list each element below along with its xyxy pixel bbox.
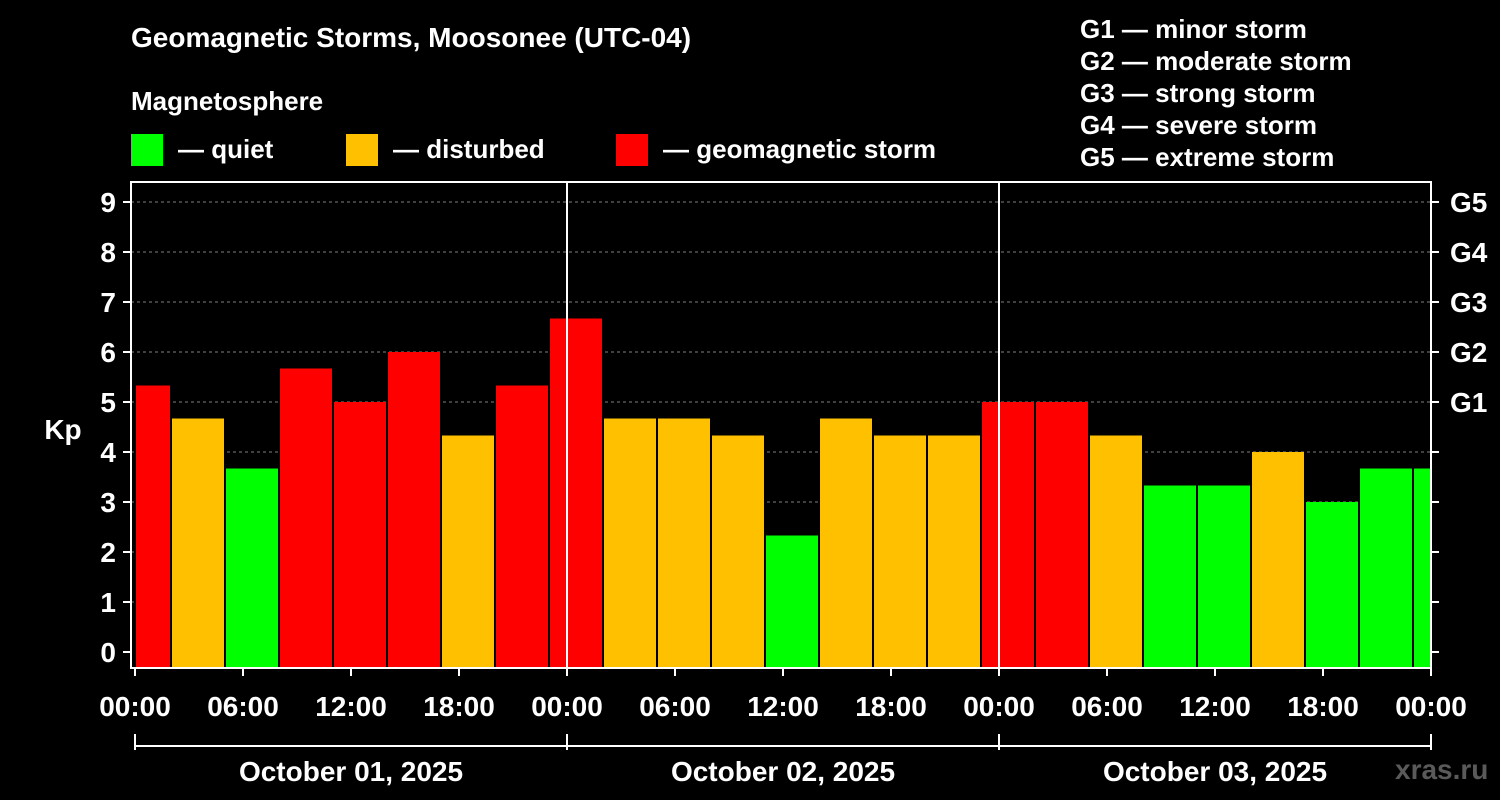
gscale-g5: G5 — extreme storm: [1080, 142, 1335, 172]
gscale-g2: G2 — moderate storm: [1080, 46, 1352, 76]
x-tick-label-10: 12:00: [1179, 691, 1251, 722]
x-tick-label-12: 00:00: [1395, 691, 1467, 722]
g-tick-label-g5: G5: [1450, 187, 1487, 218]
kp-bar-1: [172, 418, 224, 668]
kp-bar-24: [1414, 468, 1430, 668]
chart-title: Geomagnetic Storms, Moosonee (UTC-04): [131, 22, 692, 53]
kp-bar-14: [874, 435, 926, 668]
y-tick-label-0: 0: [100, 637, 116, 668]
kp-bar-11: [712, 435, 764, 668]
kp-bar-17: [1036, 402, 1088, 668]
legend-label-disturbed: — disturbed: [393, 134, 545, 164]
x-tick-label-11: 18:00: [1287, 691, 1359, 722]
g-tick-label-g3: G3: [1450, 287, 1487, 318]
kp-bar-3: [280, 368, 332, 668]
kp-bar-4: [334, 402, 386, 668]
kp-bar-12: [766, 535, 818, 668]
y-axis-label: Kp: [44, 414, 81, 445]
kp-bar-10: [658, 418, 710, 668]
date-label-2: October 03, 2025: [1103, 756, 1327, 787]
y-tick-label-1: 1: [100, 587, 116, 618]
kp-bar-7: [496, 385, 548, 668]
legend-swatch-storm: [616, 134, 648, 166]
kp-bar-6: [442, 435, 494, 668]
kp-bar-20: [1198, 485, 1250, 668]
kp-bar-5: [388, 352, 440, 668]
legend-swatch-disturbed: [346, 134, 378, 166]
watermark: xras.ru: [1395, 754, 1489, 785]
y-tick-label-4: 4: [100, 437, 116, 468]
kp-bar-8: [550, 318, 602, 668]
legend-label-quiet: — quiet: [178, 134, 274, 164]
x-tick-label-9: 06:00: [1071, 691, 1143, 722]
date-label-1: October 02, 2025: [671, 756, 895, 787]
x-tick-label-1: 06:00: [207, 691, 279, 722]
legend-title: Magnetosphere: [131, 86, 324, 116]
x-tick-label-8: 00:00: [963, 691, 1035, 722]
g-tick-label-g2: G2: [1450, 337, 1487, 368]
g-tick-label-g1: G1: [1450, 387, 1487, 418]
y-tick-label-9: 9: [100, 187, 116, 218]
legend-swatch-quiet: [131, 134, 163, 166]
gscale-g1: G1 — minor storm: [1080, 14, 1307, 44]
y-tick-label-3: 3: [100, 487, 116, 518]
y-tick-label-2: 2: [100, 537, 116, 568]
y-tick-label-5: 5: [100, 387, 116, 418]
g-tick-label-g4: G4: [1450, 237, 1488, 268]
kp-bar-19: [1144, 485, 1196, 668]
x-tick-label-5: 06:00: [639, 691, 711, 722]
gscale-g3: G3 — strong storm: [1080, 78, 1316, 108]
kp-bar-21: [1252, 452, 1304, 668]
x-tick-label-0: 00:00: [99, 691, 171, 722]
kp-bar-9: [604, 418, 656, 668]
x-tick-label-6: 12:00: [747, 691, 819, 722]
x-tick-label-2: 12:00: [315, 691, 387, 722]
kp-bar-23: [1360, 468, 1412, 668]
kp-bar-2: [226, 468, 278, 668]
x-tick-label-4: 00:00: [531, 691, 603, 722]
kp-bar-15: [928, 435, 980, 668]
gscale-g4: G4 — severe storm: [1080, 110, 1318, 140]
kp-bar-0: [136, 385, 170, 668]
kp-bar-18: [1090, 435, 1142, 668]
x-tick-label-7: 18:00: [855, 691, 927, 722]
date-label-0: October 01, 2025: [239, 756, 463, 787]
x-tick-label-3: 18:00: [423, 691, 495, 722]
plot-frame: [130, 181, 1432, 669]
y-tick-label-8: 8: [100, 237, 116, 268]
kp-bar-22: [1306, 502, 1358, 668]
kp-bar-16: [982, 402, 1034, 668]
y-tick-label-6: 6: [100, 337, 116, 368]
y-tick-label-7: 7: [100, 287, 116, 318]
legend-label-storm: — geomagnetic storm: [663, 134, 937, 164]
kp-bar-13: [820, 418, 872, 668]
